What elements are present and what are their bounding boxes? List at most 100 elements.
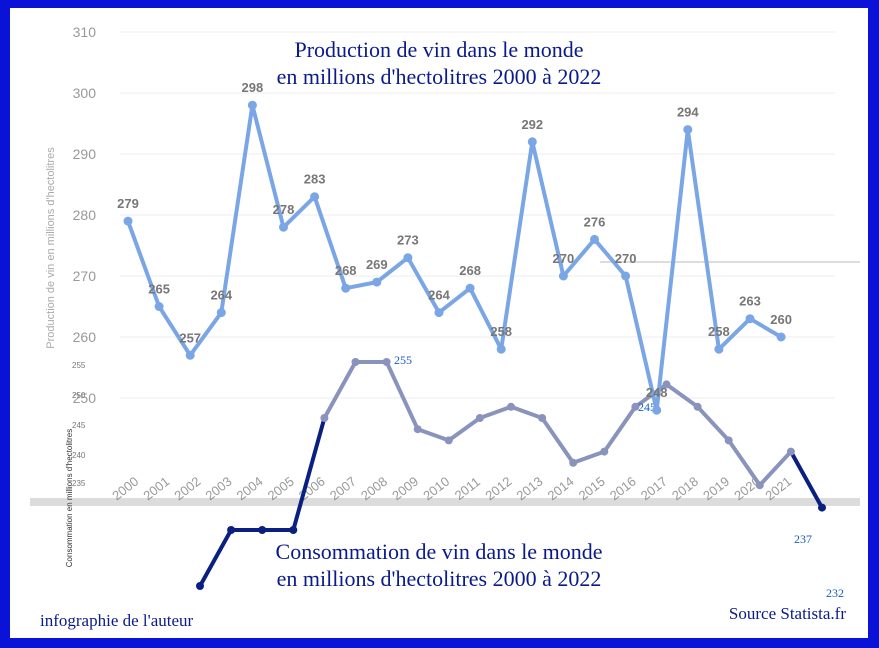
production-value-label: 273 bbox=[397, 233, 419, 248]
consumption-y-tick-label: 255 bbox=[72, 361, 86, 370]
y-tick-label: 280 bbox=[73, 207, 97, 223]
production-value-label: 298 bbox=[242, 80, 264, 95]
consumption-line-segment bbox=[509, 404, 545, 420]
y-tick-label: 250 bbox=[73, 390, 97, 406]
production-value-label: 269 bbox=[366, 257, 388, 272]
production-value-label: 258 bbox=[708, 324, 730, 339]
consumption-y-tick-label: 245 bbox=[72, 421, 86, 430]
consumption-line-segment bbox=[198, 528, 234, 588]
consumption-point bbox=[569, 458, 578, 467]
author-credit: infographie de l'auteur bbox=[40, 611, 194, 630]
consumption-y-tick-label: 240 bbox=[72, 451, 86, 460]
y-tick-label: 260 bbox=[73, 329, 97, 345]
consumption-point bbox=[320, 414, 329, 422]
production-value-label: 294 bbox=[677, 105, 699, 120]
consumption-title: Consommation de vin dans le monde en mil… bbox=[10, 538, 868, 592]
consumption-title-line2: en millions d'hectolitres 2000 à 2022 bbox=[276, 566, 602, 591]
production-value-label: 263 bbox=[739, 294, 761, 309]
y-tick-label: 300 bbox=[73, 85, 97, 101]
y-tick-label: 290 bbox=[73, 146, 97, 162]
consumption-line-segment bbox=[788, 449, 824, 510]
production-value-label: 276 bbox=[584, 214, 606, 229]
consumption-point bbox=[662, 380, 671, 389]
separator-band bbox=[30, 498, 860, 506]
production-value-label: 264 bbox=[210, 288, 232, 303]
consumption-line-segment bbox=[571, 449, 607, 465]
production-point bbox=[247, 100, 257, 110]
consumption-point bbox=[475, 414, 484, 422]
consumption-line-segment bbox=[633, 382, 669, 409]
y-tick-label: 310 bbox=[73, 24, 97, 40]
consumption-point bbox=[600, 447, 609, 456]
production-value-label: 260 bbox=[770, 312, 792, 327]
production-title-line1: Production de vin dans le monde bbox=[294, 37, 584, 62]
production-point bbox=[714, 344, 724, 354]
wine-chart-svg: 250 260 270 280 290 300 310 Production de vin e… bbox=[30, 24, 860, 600]
consumption-line-segment bbox=[540, 416, 576, 465]
consumption-point bbox=[196, 582, 204, 590]
production-value-label: 278 bbox=[273, 202, 295, 217]
production-value-label: 264 bbox=[428, 288, 450, 303]
consumption-line-segment bbox=[384, 360, 420, 432]
production-value-label: 292 bbox=[521, 117, 543, 132]
production-value-label: 268 bbox=[459, 263, 481, 278]
consumption-point bbox=[227, 526, 236, 534]
consumption-y-tick-label: 250 bbox=[72, 391, 86, 400]
y-axis-title: Production de vin en millions d'hectolit… bbox=[45, 147, 57, 349]
production-point bbox=[496, 344, 506, 354]
consumption-line-segment bbox=[695, 404, 731, 443]
consumption-point bbox=[786, 447, 795, 456]
consumption-line-segment bbox=[477, 404, 513, 420]
production-value-label: 270 bbox=[553, 251, 575, 266]
production-point bbox=[745, 314, 755, 324]
production-point bbox=[123, 216, 133, 226]
consumption-value-label: 232 bbox=[826, 586, 844, 600]
consumption-point bbox=[693, 402, 702, 411]
consumption-line-segment bbox=[602, 404, 638, 454]
consumption-point bbox=[351, 358, 360, 366]
consumption-point bbox=[818, 503, 826, 512]
consumption-point bbox=[724, 436, 733, 445]
consumption-value-label: 237 bbox=[794, 532, 812, 546]
chart-panel: 250 260 270 280 290 300 310 Production de vin e… bbox=[10, 8, 868, 638]
consumption-line-segment bbox=[726, 438, 762, 488]
consumption-y-tick-label: 235 bbox=[72, 479, 86, 488]
production-point bbox=[310, 192, 320, 202]
production-title-line2: en millions d'hectolitres 2000 à 2022 bbox=[276, 64, 602, 89]
production-title: Production de vin dans le monde en milli… bbox=[10, 36, 868, 90]
production-point bbox=[527, 137, 537, 147]
consumption-line-segment bbox=[322, 360, 358, 420]
consumption-value-label: 245 bbox=[638, 400, 656, 414]
production-point bbox=[683, 125, 693, 135]
production-point bbox=[154, 302, 164, 311]
consumption-line-segment bbox=[757, 449, 793, 488]
consumption-point bbox=[631, 402, 640, 411]
consumption-y-axis-title: Consommation en millions d'hectolitres bbox=[65, 429, 74, 567]
consumption-point bbox=[538, 414, 547, 422]
consumption-point bbox=[258, 526, 267, 534]
production-point bbox=[652, 405, 662, 415]
production-value-label: 258 bbox=[490, 324, 512, 339]
production-value-label: 283 bbox=[304, 172, 326, 187]
production-value-label: 270 bbox=[615, 251, 637, 266]
production-value-label: 279 bbox=[117, 196, 139, 211]
production-value-label: 268 bbox=[335, 263, 357, 278]
production-point bbox=[465, 283, 475, 293]
consumption-point bbox=[507, 402, 515, 411]
consumption-point bbox=[289, 526, 298, 534]
consumption-point bbox=[755, 481, 764, 490]
consumption-value-label: 255 bbox=[394, 353, 412, 367]
consumption-point bbox=[382, 358, 391, 366]
consumption-point bbox=[444, 436, 453, 445]
production-point bbox=[434, 308, 444, 318]
production-point bbox=[279, 222, 288, 232]
y-tick-label: 270 bbox=[73, 268, 97, 284]
consumption-title-line1: Consommation de vin dans le monde bbox=[275, 539, 603, 564]
production-point bbox=[590, 234, 599, 244]
consumption-line-segment bbox=[664, 382, 700, 409]
production-point bbox=[558, 271, 568, 281]
consumption-line-segment bbox=[446, 416, 482, 443]
consumption-line-segment bbox=[415, 427, 451, 443]
production-point bbox=[341, 283, 351, 293]
